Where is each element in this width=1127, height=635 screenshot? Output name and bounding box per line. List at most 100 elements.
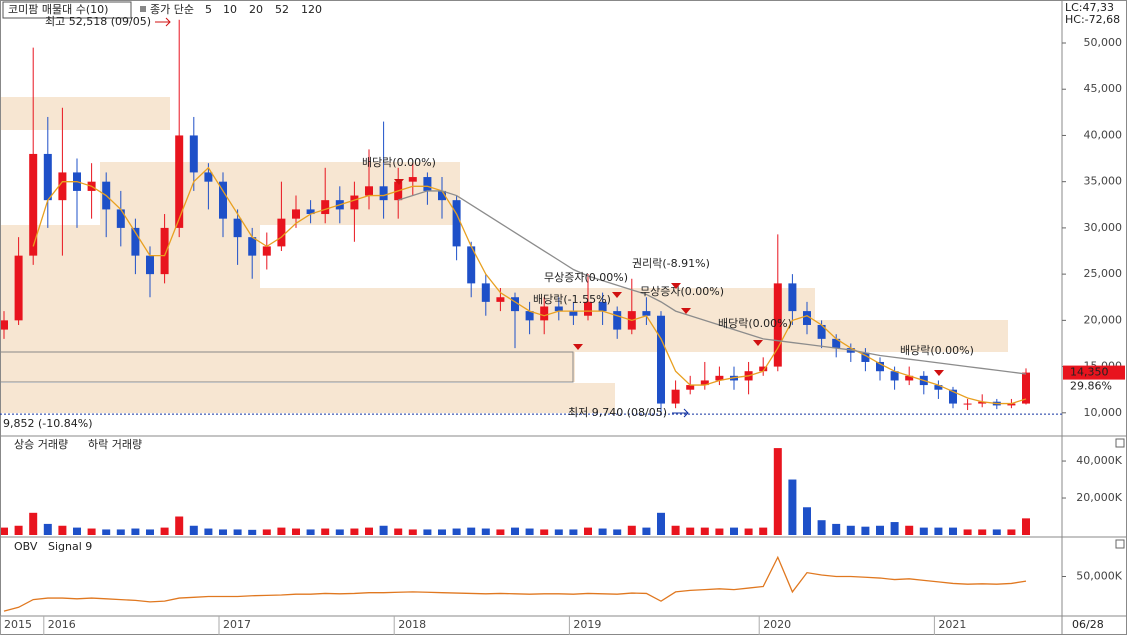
- volume-bar: [262, 529, 271, 535]
- volume-bar: [963, 529, 972, 535]
- profile-box: [0, 288, 815, 320]
- candle-body: [584, 301, 592, 316]
- signal-legend: Signal 9: [48, 540, 92, 553]
- close-button[interactable]: [1115, 438, 1125, 448]
- volume-bar: [788, 479, 797, 535]
- annotation: 배당락(0.00%): [718, 317, 792, 330]
- candle-body: [131, 227, 140, 256]
- profile-box: [0, 383, 615, 413]
- volume-bar: [189, 525, 198, 535]
- volume-bar: [803, 507, 811, 535]
- ma-legend: 5: [205, 3, 212, 16]
- candle-body: [146, 255, 154, 275]
- volume-bar: [233, 529, 242, 535]
- ma-legend: 120: [301, 3, 322, 16]
- y-tick-label: 45,000: [1084, 82, 1123, 95]
- title-box: [2, 1, 132, 19]
- hc-label: HC:-72,68: [1065, 13, 1120, 26]
- volume-bar: [29, 512, 38, 535]
- close-button[interactable]: [1115, 539, 1125, 549]
- candle-body: [58, 172, 67, 201]
- volume-bar: [934, 527, 943, 535]
- volume-bar: [686, 527, 695, 535]
- volume-bar: [1022, 518, 1030, 535]
- x-tick-label: 2016: [48, 618, 76, 631]
- candle-body: [219, 181, 227, 219]
- candle-body: [116, 209, 125, 228]
- volume-bar: [759, 527, 768, 535]
- candle-body: [832, 338, 841, 349]
- annotation: 권리락(-8.91%): [632, 257, 710, 270]
- candle-body: [861, 352, 870, 362]
- candle-body: [423, 177, 432, 191]
- volume-bar: [306, 529, 315, 535]
- annotation: 배당락(0.00%): [362, 156, 436, 169]
- volume-bar: [511, 527, 519, 535]
- candle-body: [14, 255, 23, 321]
- candle-body: [949, 389, 957, 404]
- candle-body: [292, 209, 300, 219]
- candle-body: [496, 297, 505, 302]
- profile-box: [100, 162, 460, 225]
- y-tick-label: 40,000: [1084, 128, 1123, 141]
- volume-bar: [1007, 529, 1016, 535]
- candle-body: [963, 403, 972, 405]
- candle-body: [642, 311, 651, 316]
- volume-legend-up: 상승 거래량: [14, 438, 68, 451]
- candle-body: [554, 306, 563, 312]
- volume-bar: [131, 528, 140, 535]
- ma-legend-icon: [140, 6, 146, 12]
- volume-bar: [43, 523, 52, 535]
- event-marker: [681, 308, 691, 314]
- candle-body: [511, 297, 519, 312]
- candle-body: [0, 320, 8, 330]
- candle-body: [715, 375, 724, 381]
- plot: [0, 19, 1030, 612]
- annotation-arrow: [155, 17, 171, 27]
- candle-body: [540, 306, 549, 321]
- volume-bar: [627, 525, 636, 535]
- volume-bar: [87, 528, 96, 535]
- candle-body: [29, 153, 38, 256]
- volume-bar: [715, 528, 724, 535]
- candle-body: [321, 200, 330, 215]
- volume-bar: [817, 520, 826, 535]
- candle-body: [598, 301, 607, 312]
- candle-body: [233, 218, 242, 238]
- volume-bar: [554, 529, 563, 535]
- last-price-box: [1063, 365, 1125, 380]
- last-price: 14,350: [1070, 366, 1109, 379]
- candle-body: [408, 177, 417, 182]
- chart-title: 코미팜 매물대 수(10): [8, 3, 108, 16]
- candle-body: [803, 311, 811, 325]
- event-marker: [394, 179, 404, 185]
- annotation-arrow: [672, 408, 689, 418]
- candle-body: [876, 361, 884, 372]
- volume-bar: [102, 529, 111, 535]
- event-marker: [612, 292, 622, 298]
- volume-bar: [890, 522, 899, 535]
- candle-body: [890, 371, 899, 381]
- candle-body: [525, 311, 534, 321]
- profile-box: [0, 97, 170, 130]
- end-date: 06/28: [1072, 618, 1104, 631]
- volume-bar: [540, 529, 549, 535]
- low-line-label: 9,852 (-10.84%): [3, 417, 92, 430]
- candle-body: [379, 186, 388, 201]
- volume-bar: [525, 528, 534, 535]
- obv-line: [3, 555, 1027, 612]
- y-tick-label: 30,000: [1084, 221, 1123, 234]
- candle-body: [934, 385, 943, 390]
- x-tick-label: 2015: [4, 618, 32, 631]
- candle-body: [481, 283, 490, 302]
- candle-body: [438, 190, 446, 201]
- candle-body: [43, 153, 52, 201]
- volume-bar: [876, 525, 884, 535]
- candle-body: [569, 311, 578, 316]
- y-tick-label: 35,000: [1084, 175, 1123, 188]
- volume-bar: [496, 529, 505, 535]
- volume-bar: [248, 529, 257, 535]
- annotation: 배당락(0.00%): [900, 344, 974, 357]
- lc-label: LC:47,33: [1065, 1, 1114, 14]
- y-tick-label: 50,000: [1084, 36, 1123, 49]
